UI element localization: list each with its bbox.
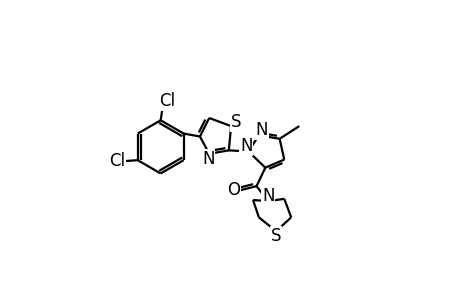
Text: methyl: methyl	[301, 119, 344, 132]
Text: N: N	[240, 137, 252, 155]
Text: O: O	[227, 181, 240, 199]
Text: N: N	[255, 121, 267, 139]
Text: S: S	[270, 227, 281, 245]
Text: Cl: Cl	[109, 152, 125, 170]
Text: N: N	[262, 187, 274, 205]
Text: Cl: Cl	[159, 92, 175, 110]
Text: S: S	[230, 113, 241, 131]
Text: N: N	[202, 150, 214, 168]
